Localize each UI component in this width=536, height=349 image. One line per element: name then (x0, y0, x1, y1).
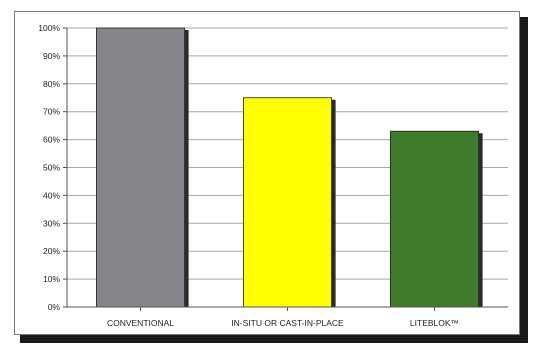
bar-conventional (96, 27, 185, 308)
y-tick-label: 70% (43, 107, 60, 117)
x-axis: CONVENTIONAL IN-SITU OR CAST-IN-PLACE LITE… (67, 306, 508, 328)
bar-liteblok (389, 130, 479, 308)
bar-in-situ-or-cast-in-place (242, 97, 332, 308)
x-category-label: LITEBLOK™ (410, 318, 459, 328)
y-tick-label: 20% (43, 246, 60, 256)
y-tick-label: 40% (43, 190, 60, 200)
y-tick-label: 30% (43, 218, 60, 228)
y-tick-label: 10% (43, 274, 60, 284)
x-category-label: CONVENTIONAL (107, 318, 174, 328)
y-axis: 0% 10% 20% 30% 40% 50% 60% 70% 80% 90% 100% (38, 23, 68, 312)
y-tick-label: 60% (43, 135, 60, 145)
x-category-label: IN-SITU OR CAST-IN-PLACE (231, 318, 344, 328)
y-tick-label: 80% (43, 79, 60, 89)
bars (96, 27, 483, 308)
y-tick-label: 90% (43, 51, 60, 61)
y-tick-label: 50% (43, 163, 60, 173)
y-tick-label: 100% (38, 23, 60, 33)
y-tick-label: 0% (48, 302, 61, 312)
